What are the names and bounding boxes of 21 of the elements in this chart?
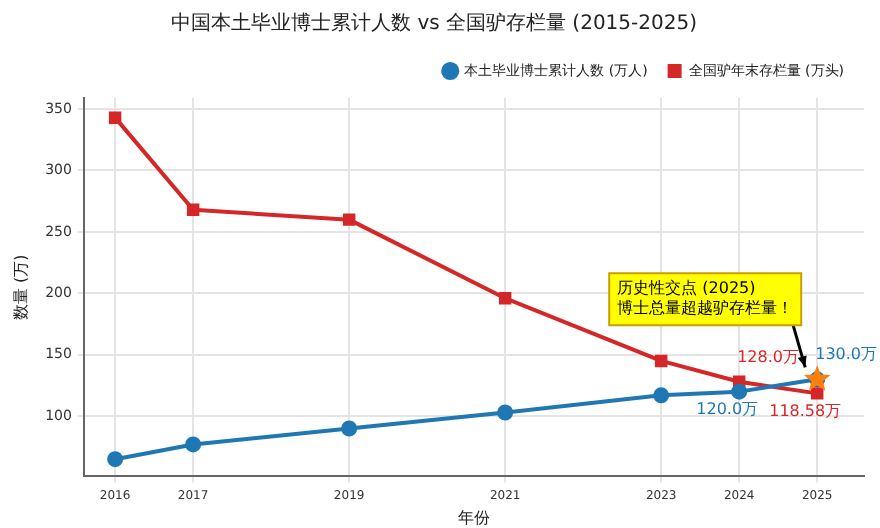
- data-label: 130.0万: [815, 345, 878, 364]
- point: [803, 365, 831, 391]
- point: [108, 111, 122, 124]
- point: [186, 203, 200, 217]
- point: [498, 292, 512, 305]
- point: [653, 387, 670, 404]
- point: [185, 436, 202, 453]
- point: [341, 420, 358, 437]
- point: [654, 354, 668, 368]
- point: [342, 213, 356, 226]
- data-label: 120.0万: [696, 399, 759, 418]
- point: [810, 387, 824, 400]
- y-axis-title: 数量 (万): [11, 254, 30, 320]
- chart-title: 中国本土毕业博士累计人数 vs 全国驴存栏量 (2015-2025): [171, 11, 698, 36]
- data-label: 118.58万: [769, 401, 842, 420]
- point: [497, 404, 514, 421]
- x-axis-title: 年份: [457, 508, 490, 527]
- point: [731, 383, 748, 400]
- point: [107, 451, 124, 468]
- annotation: 历史性交点 (2025) 博士总量超越驴存栏量！: [617, 279, 794, 318]
- data-label: 128.0万: [737, 347, 799, 366]
